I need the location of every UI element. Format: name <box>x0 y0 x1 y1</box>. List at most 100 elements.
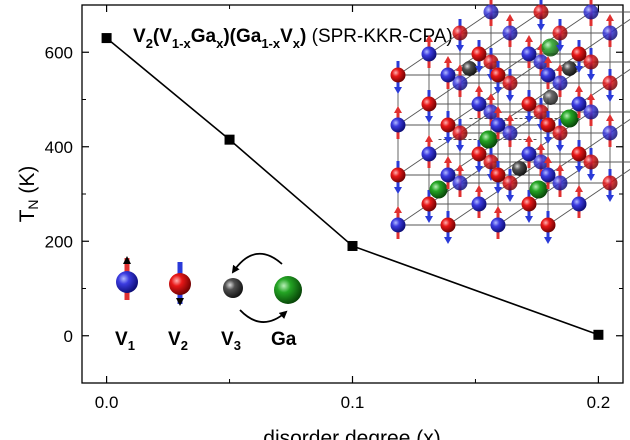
blue-atom-icon <box>533 154 549 170</box>
spin-up-arrowhead-icon <box>544 156 552 163</box>
spin-up-arrowhead-icon <box>587 93 595 100</box>
red-atom-icon <box>490 67 506 83</box>
blue-atom-icon <box>421 146 437 162</box>
blue-atom-icon <box>483 104 499 120</box>
x-axis: 0.0 0.1 0.2 <box>95 5 610 412</box>
spin-down-arrowhead-icon <box>556 145 564 152</box>
red-atom-icon <box>602 75 618 91</box>
spin-up-arrowhead-icon <box>475 85 483 92</box>
y-tick-label: 400 <box>45 138 73 157</box>
blue-atom-icon <box>533 54 549 70</box>
blue-atom-icon <box>602 25 618 41</box>
spin-down-arrowhead-icon <box>425 116 433 123</box>
red-atom-icon <box>552 125 568 141</box>
y-tick-label: 600 <box>45 43 73 62</box>
legend-v3: V3 <box>221 278 243 353</box>
red-atom-icon <box>502 75 518 91</box>
red-atom-icon <box>533 104 549 120</box>
swap-arrow-top-icon <box>231 252 283 274</box>
blue-atom-icon <box>583 104 599 120</box>
spin-up-arrowhead-icon <box>444 156 452 163</box>
red-atom-icon <box>533 4 549 20</box>
spin-up-arrowhead-icon <box>556 164 564 171</box>
legend-label-ga: Ga <box>271 329 297 350</box>
y-axis-label-main: T <box>16 209 39 222</box>
title-v: V <box>280 26 293 47</box>
red-atom-icon <box>552 25 568 41</box>
spin-up-arrowhead-icon <box>537 143 545 150</box>
data-point <box>101 33 112 44</box>
red-atom-icon <box>440 217 456 233</box>
legend-label-v1: V1 <box>115 329 135 353</box>
spin-down-arrowhead-icon <box>444 237 452 244</box>
blue-atom-icon <box>452 175 468 191</box>
blue-atom-icon <box>490 117 506 133</box>
red-atom-icon <box>390 167 406 183</box>
crystal-structure-illustration <box>390 0 630 244</box>
x-tick-label: 0.2 <box>587 393 611 412</box>
title-method: (SPR-KKR-CPA) <box>306 26 452 47</box>
x-axis-label: disorder degree (x) <box>263 427 440 440</box>
spin-down-arrowhead-icon <box>525 116 533 123</box>
red-atom-icon <box>490 167 506 183</box>
title-v2: V <box>133 26 146 47</box>
blue-atom-icon <box>452 75 468 91</box>
blue-atom-icon <box>583 4 599 20</box>
title-close: ) <box>300 26 306 47</box>
spin-down-arrowhead-icon <box>537 24 545 31</box>
title-sub-x-b: x <box>293 36 301 51</box>
spin-up-arrowhead-icon <box>575 85 583 92</box>
blue-atom-icon <box>540 167 556 183</box>
spin-down-arrowhead-icon <box>587 174 595 181</box>
lattice-edge <box>397 111 492 176</box>
spin-down-arrowhead-icon <box>587 74 595 81</box>
y-axis-label-unit: (K) <box>16 166 39 200</box>
spin-up-arrowhead-icon <box>394 206 402 213</box>
legend-ga: Ga <box>271 276 302 350</box>
green-atom-icon <box>541 38 560 57</box>
spin-down-arrowhead-icon <box>494 87 502 94</box>
spin-up-arrowhead-icon <box>606 14 614 21</box>
spin-up-arrowhead-icon <box>525 135 533 142</box>
title-close-open: )(Ga <box>223 26 261 47</box>
blue-atom-icon <box>421 46 437 62</box>
red-atom-icon <box>483 154 499 170</box>
red-atom-icon <box>571 46 587 62</box>
y-tick-label: 200 <box>45 232 73 251</box>
spin-up-arrowhead-icon <box>525 35 533 42</box>
legend-label-v2: V2 <box>168 329 188 353</box>
blue-atom-icon <box>521 146 537 162</box>
title-open1: (V <box>153 26 172 47</box>
spin-up-arrowhead-icon <box>456 64 464 71</box>
blue-atom-icon <box>471 96 487 112</box>
spin-down-arrowhead-icon <box>556 45 564 52</box>
spin-up-arrowhead-icon <box>544 56 552 63</box>
spin-down-arrowhead-icon <box>544 237 552 244</box>
red-atom-icon <box>602 175 618 191</box>
spin-up-arrowhead-icon <box>606 114 614 121</box>
blue-atom-icon <box>483 4 499 20</box>
spin-down-arrowhead-icon <box>444 137 452 144</box>
y-tick-label: 0 <box>64 327 73 346</box>
atom-legend: V1 V2 V3 Ga <box>115 252 302 353</box>
gray-atom-icon <box>543 90 558 105</box>
red-atom-icon <box>502 175 518 191</box>
red-atom-icon <box>483 54 499 70</box>
spin-up-arrowhead-icon <box>475 185 483 192</box>
spin-down-arrowhead-icon <box>456 145 464 152</box>
data-point <box>347 240 358 251</box>
gray-atom-icon <box>462 61 477 76</box>
x-tick-label: 0.1 <box>341 393 365 412</box>
data-point <box>224 134 235 145</box>
blue-atom-icon <box>521 46 537 62</box>
spin-up-arrowhead-icon <box>456 164 464 171</box>
red-atom-icon <box>521 96 537 112</box>
spin-down-arrowhead-icon <box>606 95 614 102</box>
red-atom-icon <box>390 67 406 83</box>
blue-atom-icon <box>471 196 487 212</box>
spin-up-arrowhead-icon <box>494 106 502 113</box>
red-atom-icon <box>421 196 437 212</box>
green-atom-icon <box>529 180 548 199</box>
legend-v1: V1 <box>115 256 138 353</box>
